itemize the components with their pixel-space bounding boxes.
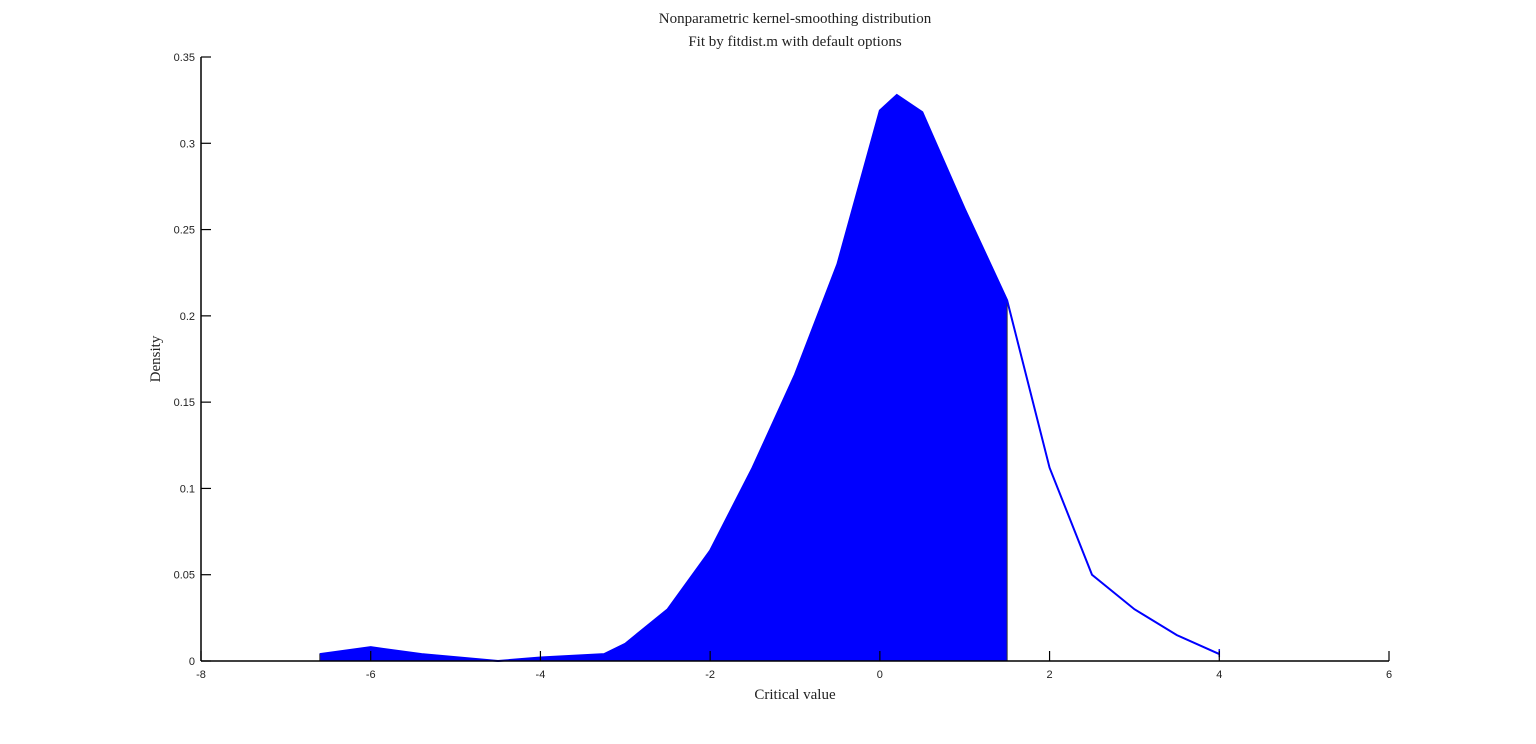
x-tick-label: 0 — [877, 669, 883, 681]
x-axis-label: Critical value — [754, 687, 836, 703]
y-tick-label: 0.25 — [174, 225, 195, 237]
y-tick-label: 0.15 — [174, 397, 195, 409]
y-tick-label: 0.2 — [180, 311, 195, 323]
y-tick-label: 0.3 — [180, 138, 195, 150]
x-tick-label: -4 — [536, 669, 546, 681]
y-tick-label: 0.05 — [174, 570, 195, 582]
x-tick-label: -6 — [366, 669, 376, 681]
y-axis-label: Density — [148, 335, 164, 382]
density-line — [319, 93, 1220, 663]
y-tick-label: 0.35 — [174, 52, 195, 64]
x-tick-label: -8 — [196, 669, 206, 681]
x-tick-label: 4 — [1216, 669, 1222, 681]
chart-title: Nonparametric kernel-smoothing distribut… — [659, 11, 932, 27]
x-tick-label: -2 — [705, 669, 715, 681]
chart-subtitle: Fit by fitdist.m with default options — [688, 34, 901, 50]
y-tick-label: 0 — [189, 656, 195, 668]
y-tick-label: 0.1 — [180, 483, 195, 495]
x-tick-label: 2 — [1047, 669, 1053, 681]
x-tick-label: 6 — [1386, 669, 1392, 681]
filled-area — [319, 94, 1008, 662]
